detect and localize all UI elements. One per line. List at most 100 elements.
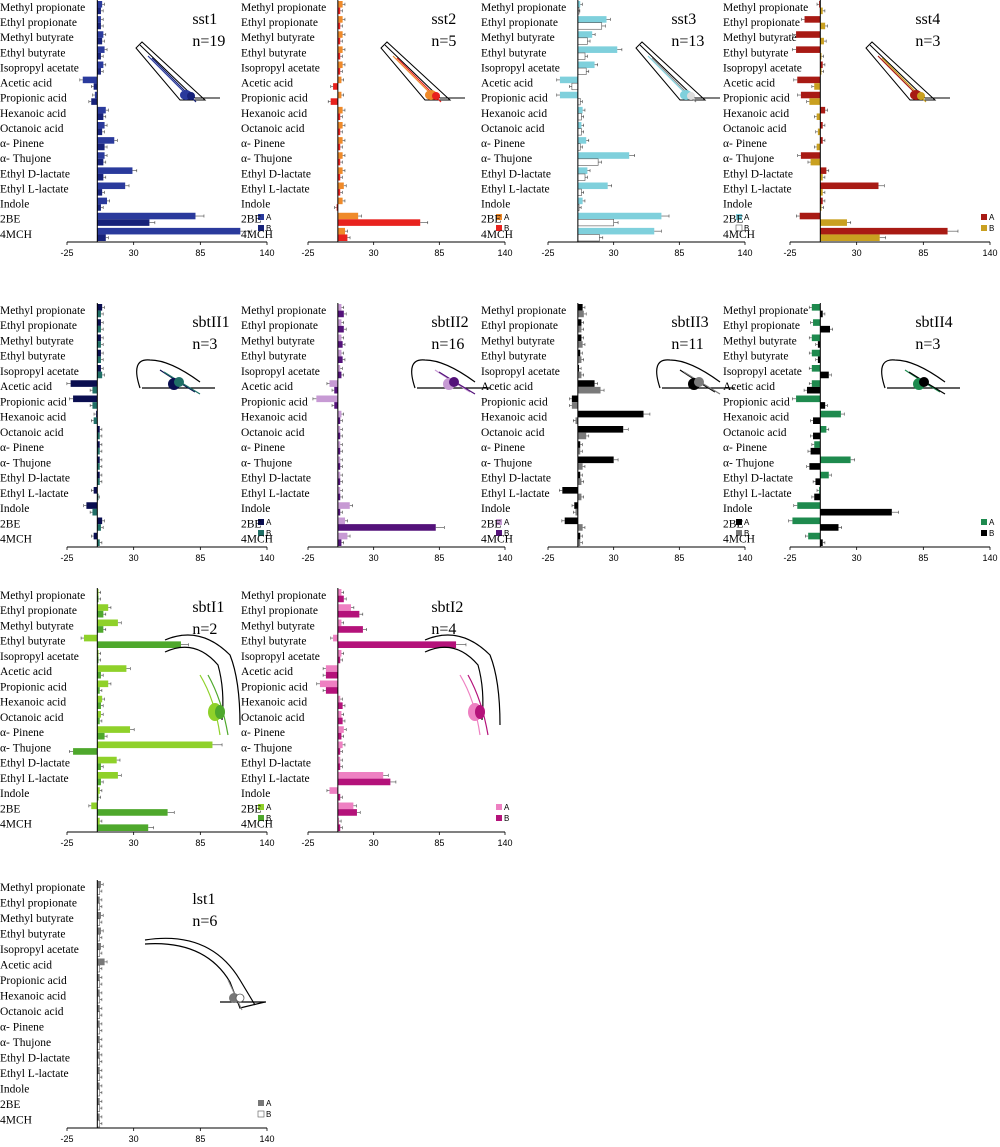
- bar-sbtII4-B: [820, 402, 826, 409]
- bar-sbtII4-B: [810, 447, 821, 455]
- odor-label: Isopropyl acetate: [0, 62, 79, 74]
- bar-sbtII2-A: [337, 532, 348, 540]
- odor-label: Indole: [0, 788, 29, 800]
- bar-sbtI2-B: [337, 626, 363, 633]
- bar-sst3-A: [577, 1, 581, 8]
- bar-sbtI1-A: [97, 680, 109, 688]
- sensillum-sketch-icon: [411, 359, 490, 395]
- legend-label: B: [989, 529, 994, 538]
- x-tick-label: -25: [60, 1134, 73, 1144]
- legend-swatch: [258, 225, 264, 231]
- panel-n-label: n=2: [192, 621, 217, 638]
- odor-label: Methyl propionate: [0, 590, 85, 602]
- bar-sbtI2-A: [337, 772, 384, 779]
- panel-n-label: n=3: [915, 33, 940, 50]
- bar-sst1-B: [97, 113, 104, 120]
- bar-sst3-A: [577, 182, 608, 190]
- odor-label: Indole: [0, 1084, 29, 1096]
- bar-sst1-B: [97, 158, 104, 166]
- odor-label: Ethyl D-lactate: [0, 1053, 70, 1065]
- bar-sst1-A: [97, 61, 104, 69]
- x-tick-label: -25: [301, 553, 314, 563]
- sensillum-sketch-icon: [424, 634, 501, 736]
- bar-sst1-A: [97, 137, 115, 144]
- bar-sbtII4-B: [820, 371, 829, 379]
- odor-label: Indole: [481, 503, 510, 515]
- bar-sbtII1-B: [97, 371, 103, 379]
- bar-sst2-B: [337, 219, 421, 226]
- odor-label: Ethyl butyrate: [241, 351, 306, 363]
- odor-label: Methyl propionate: [0, 882, 85, 894]
- bar-sst4-A: [820, 182, 879, 190]
- odor-label: Acetic acid: [241, 666, 293, 678]
- odor-label: Ethyl butyrate: [723, 47, 788, 59]
- bar-lst1-A: [97, 943, 101, 950]
- odor-label: Acetic acid: [481, 78, 533, 90]
- odor-label: Isopropyl acetate: [0, 651, 79, 663]
- odor-label: Ethyl L-lactate: [0, 488, 69, 500]
- x-tick-label: 140: [259, 553, 274, 563]
- panel-n-label: n=16: [431, 336, 464, 353]
- odor-label: Ethyl propionate: [241, 17, 318, 29]
- panel-title: sbtII3: [671, 314, 708, 331]
- bar-sst1-B: [97, 204, 101, 211]
- panel-title: sst3: [671, 11, 696, 28]
- odor-label: Ethyl L-lactate: [481, 488, 550, 500]
- bar-lst1-A: [97, 989, 100, 997]
- bar-sbtI2-A: [337, 726, 344, 733]
- bar-sbtII3-A: [562, 487, 578, 494]
- bar-sst4-B: [820, 37, 824, 45]
- odor-label: Isopropyl acetate: [481, 62, 560, 74]
- bar-sbtII1-A: [97, 471, 100, 479]
- panel-title: sst4: [915, 11, 940, 28]
- bar-sbtII4-A: [820, 426, 827, 433]
- odor-label: Isopropyl acetate: [0, 366, 79, 378]
- odor-label: Hexanoic acid: [0, 108, 66, 120]
- panel-title: sbtII4: [915, 314, 952, 331]
- odor-label: Ethyl propionate: [241, 605, 318, 617]
- bar-sbtII4-A: [811, 365, 821, 372]
- bar-sbtI2-B: [337, 763, 341, 770]
- bar-sbtII4-A: [792, 517, 821, 525]
- x-tick-label: 140: [497, 553, 512, 563]
- bar-lst1-A: [97, 1005, 100, 1012]
- bar-sbtI2-B: [337, 595, 344, 603]
- bar-sbtII1-B: [97, 447, 100, 455]
- bar-sst3-B: [577, 173, 586, 181]
- odor-label: Ethyl L-lactate: [241, 488, 310, 500]
- odor-label: Methyl butyrate: [481, 32, 555, 44]
- bar-sbtII4-B: [806, 386, 821, 394]
- odor-label: α- Pinene: [241, 138, 285, 150]
- bar-sbtI1-B: [97, 809, 168, 816]
- odor-label: Ethyl L-lactate: [0, 1068, 69, 1080]
- odor-label: 2BE: [0, 518, 20, 530]
- legend-swatch: [258, 530, 264, 536]
- odor-label: Hexanoic acid: [0, 991, 66, 1003]
- odor-label: Ethyl butyrate: [0, 636, 65, 648]
- odor-label: Propionic acid: [0, 93, 67, 105]
- odor-label: Ethyl D-lactate: [241, 758, 311, 770]
- bar-sbtII3-A: [577, 319, 582, 326]
- bar-sst2-B: [330, 98, 338, 105]
- odor-label: Acetic acid: [0, 381, 52, 393]
- odor-label: Ethyl D-lactate: [723, 168, 793, 180]
- odor-label: Ethyl D-lactate: [481, 168, 551, 180]
- bar-sbtII1-A: [97, 304, 103, 311]
- odor-label: Ethyl butyrate: [241, 636, 306, 648]
- x-tick-label: 30: [369, 838, 379, 848]
- bar-sbtII3-B: [571, 402, 578, 409]
- odor-label: 2BE: [0, 1099, 20, 1111]
- bar-sbtII4-B: [817, 356, 821, 363]
- bar-sbtII1-B: [97, 356, 101, 363]
- bar-sbtI2-A: [337, 604, 351, 611]
- legend-label: A: [989, 518, 995, 527]
- bar-sst2-B: [337, 7, 341, 15]
- bar-sbtI2-B: [337, 641, 457, 648]
- bar-sst1-B: [97, 219, 150, 226]
- bar-sst3-A: [577, 61, 595, 69]
- odor-label: Methyl propionate: [481, 305, 566, 317]
- bar-sst1-B: [97, 143, 105, 151]
- sensillum-sketch-icon: [135, 41, 220, 103]
- bar-lst1-A: [97, 958, 105, 966]
- odor-label: Hexanoic acid: [0, 697, 66, 709]
